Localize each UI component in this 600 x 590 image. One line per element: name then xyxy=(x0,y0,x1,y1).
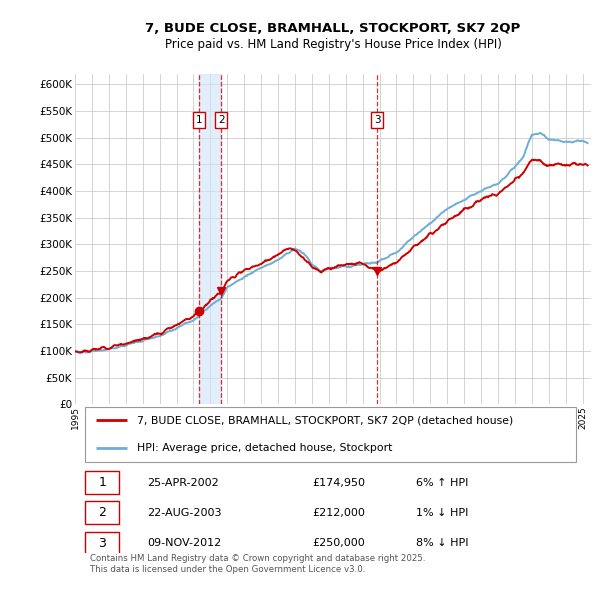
Text: 6% ↑ HPI: 6% ↑ HPI xyxy=(416,478,468,488)
Text: Price paid vs. HM Land Registry's House Price Index (HPI): Price paid vs. HM Land Registry's House … xyxy=(164,38,502,51)
Text: 7, BUDE CLOSE, BRAMHALL, STOCKPORT, SK7 2QP (detached house): 7, BUDE CLOSE, BRAMHALL, STOCKPORT, SK7 … xyxy=(137,415,513,425)
Text: 25-APR-2002: 25-APR-2002 xyxy=(147,478,219,488)
Text: 3: 3 xyxy=(98,536,106,549)
Text: £212,000: £212,000 xyxy=(313,508,365,518)
Text: 1: 1 xyxy=(98,476,106,490)
Text: Contains HM Land Registry data © Crown copyright and database right 2025.
This d: Contains HM Land Registry data © Crown c… xyxy=(91,555,426,573)
Text: £174,950: £174,950 xyxy=(313,478,365,488)
Text: 22-AUG-2003: 22-AUG-2003 xyxy=(147,508,222,518)
Text: 1: 1 xyxy=(196,115,202,125)
FancyBboxPatch shape xyxy=(85,532,119,555)
Text: 1% ↓ HPI: 1% ↓ HPI xyxy=(416,508,468,518)
Bar xyxy=(199,74,221,405)
Text: 3: 3 xyxy=(374,115,380,125)
FancyBboxPatch shape xyxy=(85,502,119,525)
Text: £250,000: £250,000 xyxy=(313,538,365,548)
Text: HPI: Average price, detached house, Stockport: HPI: Average price, detached house, Stoc… xyxy=(137,442,392,453)
FancyBboxPatch shape xyxy=(85,471,119,494)
Text: 2: 2 xyxy=(218,115,224,125)
Text: 8% ↓ HPI: 8% ↓ HPI xyxy=(416,538,468,548)
Text: 2: 2 xyxy=(98,506,106,519)
FancyBboxPatch shape xyxy=(85,407,575,462)
Text: 09-NOV-2012: 09-NOV-2012 xyxy=(147,538,221,548)
Text: 7, BUDE CLOSE, BRAMHALL, STOCKPORT, SK7 2QP: 7, BUDE CLOSE, BRAMHALL, STOCKPORT, SK7 … xyxy=(145,22,521,35)
